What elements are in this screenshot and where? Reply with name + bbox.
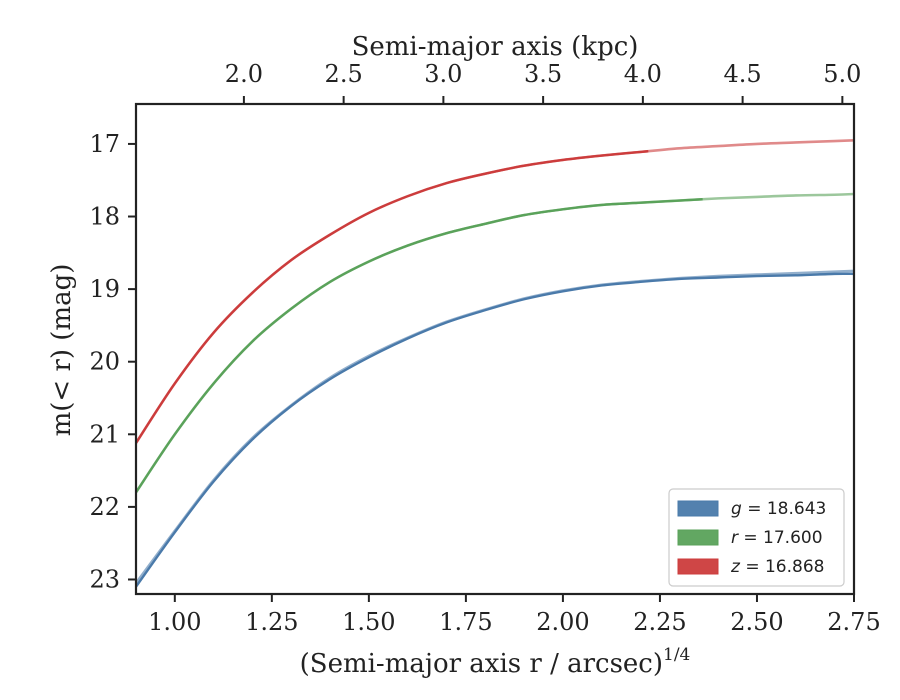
y-tick-label: 21 — [89, 420, 120, 448]
top-x-tick-label: 2.0 — [225, 60, 263, 88]
top-x-tick-label: 4.0 — [624, 60, 662, 88]
y-tick-label: 23 — [89, 565, 120, 593]
x-axis-title: (Semi-major axis r / arcsec)1/4 — [300, 645, 691, 679]
legend-variable: r — [731, 528, 739, 548]
top-x-tick-label: 3.0 — [424, 60, 462, 88]
top-x-tick-label: 4.5 — [724, 60, 762, 88]
series-z-data-curve — [136, 149, 649, 444]
x-tick-label: 1.50 — [342, 608, 395, 636]
legend-swatch-z — [677, 558, 719, 575]
series-r-data-curve — [136, 198, 703, 494]
plot-area — [134, 102, 856, 596]
top-x-tick-label: 2.5 — [325, 60, 363, 88]
legend-value: = 17.600 — [738, 528, 823, 548]
legend-swatch-g — [677, 500, 719, 517]
x-tick-label: 1.00 — [148, 608, 201, 636]
x-tick-label: 2.25 — [633, 608, 686, 636]
x-tick-label: 1.25 — [245, 608, 298, 636]
series-g-data-curve — [136, 272, 854, 588]
x-tick-label: 2.50 — [730, 608, 783, 636]
plot-frame — [134, 102, 856, 596]
legend-label-z: z = 16.868 — [730, 557, 824, 577]
legend-variable: z — [730, 557, 741, 577]
series-curves — [136, 139, 854, 588]
x-tick-label: 1.75 — [439, 608, 492, 636]
legend-variable: g — [731, 499, 742, 519]
top-x-tick-label: 5.0 — [823, 60, 861, 88]
x-axis-title-superscript: 1/4 — [663, 645, 690, 665]
x-tick-label: 2.75 — [827, 608, 880, 636]
legend-value: = 16.868 — [740, 557, 825, 577]
legend-label-r: r = 17.600 — [731, 528, 823, 548]
y-axis-title: m(< r) (mag) — [47, 264, 77, 437]
top-x-axis-title: Semi-major axis (kpc) — [352, 32, 639, 62]
axis-ticks: 1.00 1.25 1.50 1.75 2.00 2.25 2.50 2.75 17 18 19 20… — [89, 60, 880, 636]
y-tick-label: 19 — [89, 275, 120, 303]
legend-label-g: g = 18.643 — [731, 499, 826, 519]
x-tick-label: 2.00 — [536, 608, 589, 636]
y-tick-label: 17 — [89, 130, 120, 158]
legend-swatch-r — [677, 529, 719, 546]
top-x-tick-label: 3.5 — [524, 60, 562, 88]
x-axis-title-main: (Semi-major axis r / arcsec) — [300, 649, 663, 679]
legend-value: = 18.643 — [742, 499, 827, 519]
y-tick-label: 20 — [89, 348, 120, 376]
y-tick-label: 18 — [89, 203, 120, 231]
y-tick-label: 22 — [89, 493, 120, 521]
